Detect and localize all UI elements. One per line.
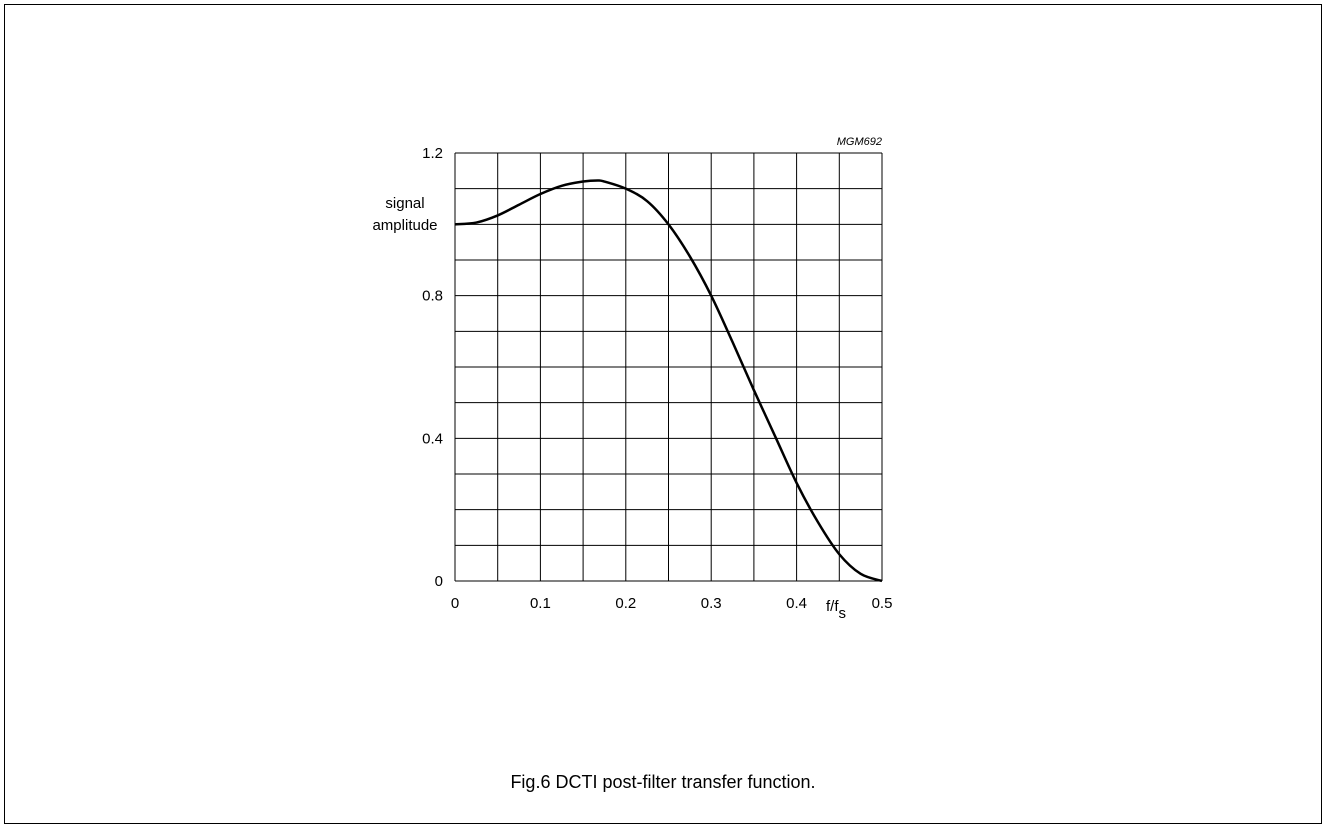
figure-code: MGM692 [837,136,882,148]
y-tick-label: 0.4 [422,430,443,447]
x-axis-label: f/fs [826,598,846,622]
x-axis-label-subscript: s [839,605,847,622]
y-tick-label: 0.8 [422,288,443,305]
y-tick-label: 1.2 [422,145,443,162]
x-tick-label: 0.5 [872,595,893,612]
transfer-function-curve [454,179,883,583]
x-tick-label: 0.1 [530,595,551,612]
y-axis-label: signal [385,195,424,212]
x-tick-label: 0.4 [786,595,807,612]
y-axis-label: amplitude [372,217,437,234]
y-tick-label: 0 [435,573,443,590]
x-axis-label-main: f/f [826,598,839,615]
x-tick-label: 0.3 [701,595,722,612]
x-tick-label: 0.2 [615,595,636,612]
x-tick-label: 0 [451,595,459,612]
figure-caption: Fig.6 DCTI post-filter transfer function… [510,772,816,792]
